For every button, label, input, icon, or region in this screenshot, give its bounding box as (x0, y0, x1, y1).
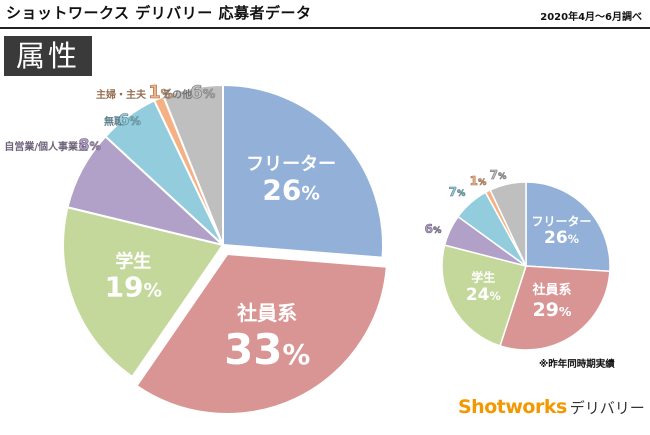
pie-slice-employee (135, 252, 388, 416)
brand-name: Shotworks (458, 396, 567, 418)
pie-slice-freeter (222, 83, 384, 259)
slice-value-homemaker: 1% (148, 82, 174, 103)
slice-label-employee: 社員系 (236, 301, 297, 325)
slice-label-unemployed: 無職 (104, 115, 124, 128)
slice-label-homemaker: 主婦・主夫 (96, 88, 147, 101)
pie-slice-other (162, 83, 224, 246)
slice-label-self-employed: 自営業/個人事業主 (4, 140, 88, 153)
pie-slice-slice-7 (489, 181, 527, 267)
slice-label-freeter: フリーター (246, 154, 336, 175)
pie-slice-employee (499, 265, 611, 351)
pie-slice-freeter (525, 181, 611, 273)
slice-value-employee: 33% (224, 325, 310, 374)
slice-value-slice-4: 6% (425, 222, 442, 236)
slice-value-slice-5: 7% (449, 185, 466, 199)
slice-value-freeter: 26% (544, 228, 579, 248)
slice-value-self-employed: 8% (78, 135, 100, 154)
slice-value-student: 19% (105, 271, 162, 304)
brand-subname: デリバリー (569, 399, 645, 417)
slice-value-student: 24% (466, 285, 501, 305)
page-title: ショットワークス デリバリー 応募者データ (6, 4, 312, 22)
pie-slice-student (62, 206, 225, 379)
pie-slice-student (441, 244, 527, 347)
section-badge: 属性 (4, 36, 92, 76)
slice-label-student: 学生 (115, 250, 151, 272)
slice-value-freeter: 26% (262, 173, 319, 206)
slice-value-slice-6: 1% (470, 174, 487, 188)
slice-label-freeter: フリーター (532, 215, 592, 229)
slice-value-slice-7: 7% (490, 168, 507, 182)
slice-value-other: 6% (190, 82, 216, 103)
slice-value-employee: 29% (532, 299, 571, 321)
survey-period: 2020年4月～6月調べ (540, 12, 642, 23)
header-divider (0, 27, 650, 29)
slice-value-unemployed: 6% (118, 110, 140, 129)
slice-label-student: 学生 (471, 269, 495, 284)
slice-label-other: その他 (162, 88, 192, 101)
last-year-note: ※昨年同時期実績 (539, 359, 615, 370)
shotworks-delivery-logo: Shotworks デリバリー (458, 396, 645, 418)
slice-label-employee: 社員系 (531, 282, 571, 298)
